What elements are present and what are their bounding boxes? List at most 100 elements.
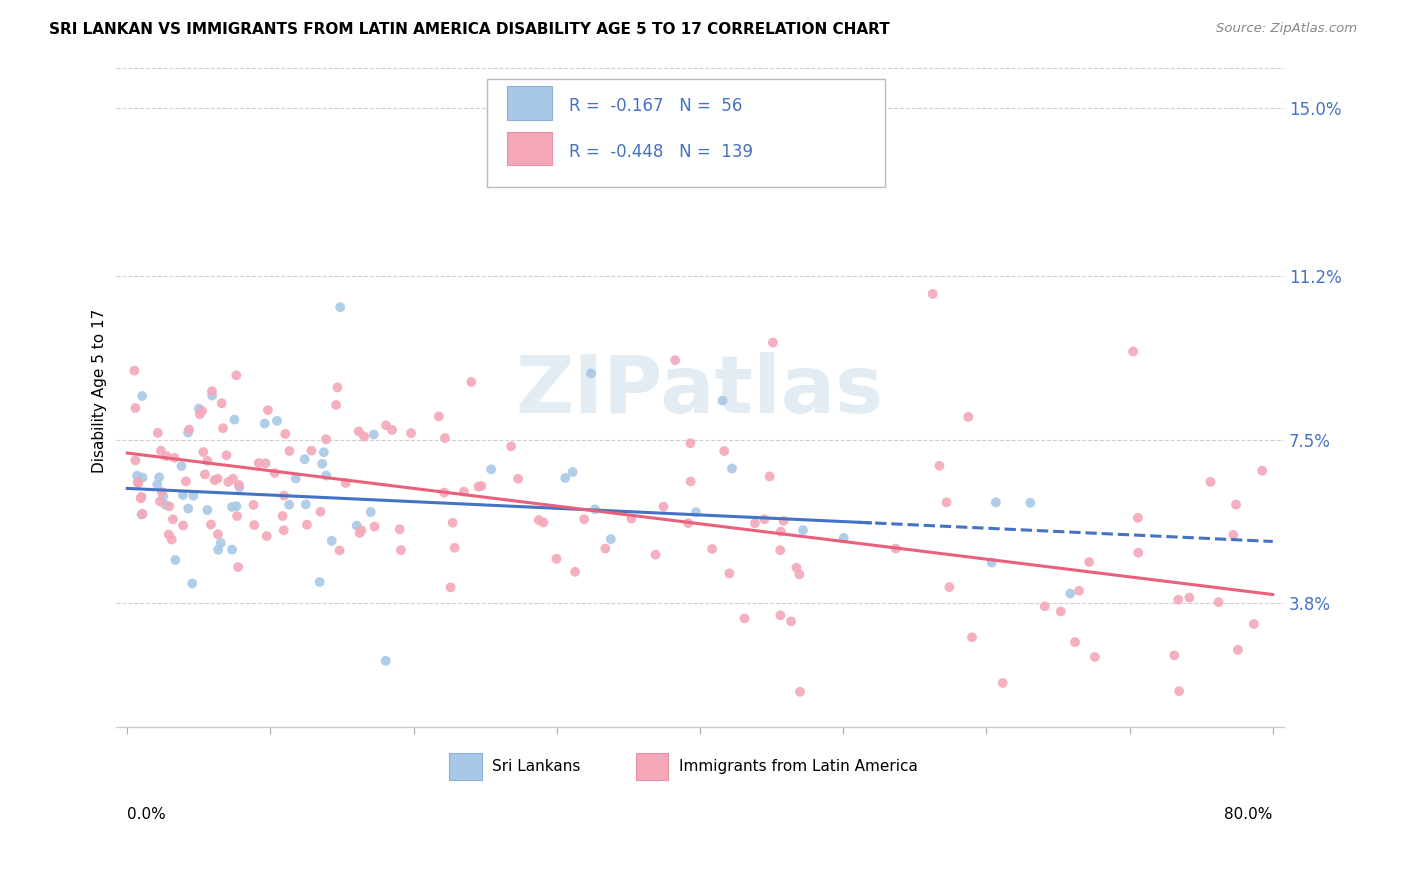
- Point: [679, 436, 702, 450]
- Point: [124, 453, 146, 467]
- Point: [1049, 604, 1071, 618]
- Point: [157, 500, 180, 514]
- Point: [152, 489, 174, 503]
- Point: [195, 503, 218, 517]
- Point: [572, 512, 595, 526]
- Point: [374, 654, 396, 668]
- Point: [200, 517, 222, 532]
- Point: [253, 417, 276, 431]
- Point: [207, 542, 229, 557]
- Point: [1033, 599, 1056, 614]
- Point: [146, 477, 169, 491]
- Point: [470, 479, 492, 493]
- Point: [733, 611, 755, 625]
- Point: [644, 548, 666, 562]
- Text: 80.0%: 80.0%: [1225, 806, 1272, 822]
- Point: [181, 576, 204, 591]
- Point: [201, 388, 224, 402]
- Point: [315, 432, 337, 446]
- Point: [1122, 344, 1144, 359]
- Point: [160, 533, 183, 547]
- Point: [1168, 684, 1191, 698]
- Point: [278, 444, 301, 458]
- Point: [1167, 592, 1189, 607]
- FancyBboxPatch shape: [488, 78, 884, 187]
- Point: [938, 580, 960, 594]
- Y-axis label: Disability Age 5 to 17: Disability Age 5 to 17: [93, 309, 107, 474]
- Point: [212, 421, 235, 435]
- Point: [209, 536, 232, 550]
- Point: [146, 425, 169, 440]
- Point: [194, 467, 217, 482]
- Point: [363, 519, 385, 533]
- Point: [347, 425, 370, 439]
- Point: [595, 541, 617, 556]
- Point: [172, 518, 194, 533]
- Point: [762, 335, 785, 350]
- Point: [769, 608, 792, 623]
- Point: [188, 407, 211, 421]
- Point: [211, 396, 233, 410]
- Point: [243, 518, 266, 533]
- Point: [1084, 649, 1107, 664]
- Point: [131, 508, 153, 522]
- Point: [721, 461, 744, 475]
- Point: [242, 498, 264, 512]
- Point: [527, 513, 550, 527]
- Point: [789, 567, 811, 582]
- Point: [685, 505, 707, 519]
- Point: [1199, 475, 1222, 489]
- Point: [921, 286, 943, 301]
- Point: [957, 409, 980, 424]
- Point: [652, 500, 675, 514]
- Point: [554, 471, 576, 485]
- Point: [225, 368, 247, 383]
- Point: [599, 532, 621, 546]
- Point: [711, 393, 734, 408]
- Point: [508, 472, 530, 486]
- Point: [792, 523, 814, 537]
- FancyBboxPatch shape: [636, 753, 668, 780]
- Point: [1163, 648, 1185, 663]
- Point: [758, 469, 780, 483]
- Point: [221, 500, 243, 514]
- Point: [329, 300, 352, 314]
- Point: [162, 512, 184, 526]
- Point: [785, 560, 807, 574]
- Point: [197, 454, 219, 468]
- Point: [177, 425, 200, 440]
- Point: [443, 541, 465, 555]
- Point: [433, 485, 456, 500]
- Point: [1126, 510, 1149, 524]
- Point: [149, 443, 172, 458]
- FancyBboxPatch shape: [449, 753, 481, 780]
- Point: [131, 389, 153, 403]
- Point: [399, 426, 422, 441]
- Point: [832, 531, 855, 545]
- Point: [769, 524, 792, 539]
- Point: [620, 511, 643, 525]
- Point: [226, 560, 249, 574]
- Point: [1222, 528, 1244, 542]
- Point: [769, 543, 792, 558]
- Point: [700, 541, 723, 556]
- Point: [1225, 498, 1247, 512]
- Point: [441, 516, 464, 530]
- Point: [329, 543, 352, 558]
- Point: [1059, 586, 1081, 600]
- Point: [247, 456, 270, 470]
- Point: [1178, 591, 1201, 605]
- Text: Sri Lankans: Sri Lankans: [492, 758, 581, 773]
- Point: [1251, 464, 1274, 478]
- Point: [278, 498, 301, 512]
- Point: [321, 533, 343, 548]
- FancyBboxPatch shape: [508, 87, 551, 120]
- Point: [157, 527, 180, 541]
- Point: [294, 497, 316, 511]
- Point: [884, 541, 907, 556]
- Point: [928, 458, 950, 473]
- Point: [215, 448, 238, 462]
- Point: [984, 495, 1007, 509]
- Point: [433, 431, 456, 445]
- Point: [1078, 555, 1101, 569]
